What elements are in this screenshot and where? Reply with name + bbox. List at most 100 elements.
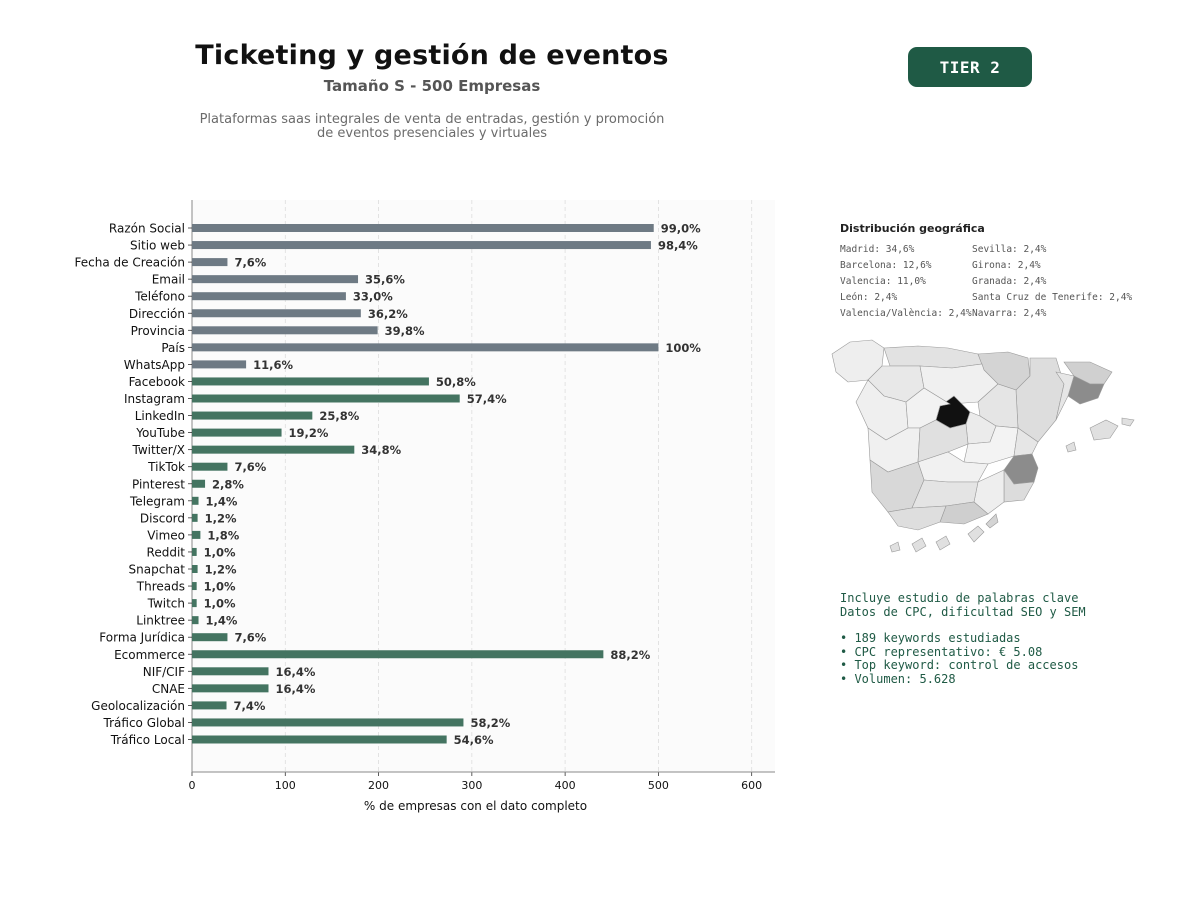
header: Ticketing y gestión de eventos Tamaño S … — [132, 40, 732, 141]
bar — [192, 718, 464, 727]
bar — [192, 633, 228, 642]
map-region-cadiz-malaga — [887, 505, 947, 531]
value-label: 16,4% — [275, 682, 315, 696]
value-label: 36,2% — [368, 307, 408, 321]
bar — [192, 394, 460, 403]
bar — [192, 292, 346, 301]
spain-map — [831, 339, 1135, 553]
bar — [192, 599, 197, 608]
value-label: 25,8% — [319, 409, 359, 423]
bar — [192, 513, 198, 522]
category-label: Sitio web — [130, 239, 185, 253]
bar — [192, 258, 228, 267]
bar — [192, 565, 198, 573]
bar — [192, 377, 429, 386]
page-subtitle: Tamaño S - 500 Empresas — [323, 77, 541, 95]
bar — [192, 479, 206, 488]
bar — [192, 428, 282, 437]
value-label: 33,0% — [353, 290, 393, 304]
value-label: 88,2% — [610, 648, 650, 662]
category-label: LinkedIn — [135, 409, 185, 423]
geo-list: Madrid: 34,6% Sevilla: 2,4% Barcelona: 1… — [840, 244, 1170, 320]
category-label: Twitch — [147, 597, 185, 611]
geo-item: Navarra: 2,4% — [972, 308, 1047, 319]
category-label: Linktree — [136, 614, 185, 628]
keywords-bullet: • Volumen: 5.628 — [840, 671, 956, 686]
bar — [192, 650, 604, 659]
geo-title: Distribución geográfica — [840, 222, 985, 235]
geo-item: Santa Cruz de Tenerife: 2,4% — [972, 292, 1133, 303]
category-label: WhatsApp — [124, 358, 185, 372]
value-label: 1,8% — [207, 528, 239, 542]
category-label: Snapchat — [129, 563, 186, 577]
geo-distribution: Distribución geográfica Madrid: 34,6% Se… — [840, 222, 1170, 320]
category-label: Dirección — [129, 307, 185, 321]
x-tick-label: 400 — [555, 779, 576, 792]
x-tick-label: 500 — [648, 779, 669, 792]
bar — [192, 616, 199, 625]
value-label: 1,2% — [205, 563, 237, 577]
keywords-bullet: • 189 keywords estudiadas — [840, 631, 1021, 645]
category-label: Razón Social — [109, 222, 185, 236]
category-label: Twitter/X — [132, 443, 185, 457]
category-label: YouTube — [135, 426, 185, 440]
keywords-line-2: Datos de CPC, dificultad SEO y SEM — [840, 604, 1086, 619]
category-label: Telegram — [129, 494, 185, 508]
map-region-cantabria — [883, 345, 983, 369]
category-label: Tráfico Global — [103, 716, 185, 730]
category-label: Fecha de Creación — [75, 256, 185, 270]
value-label: 16,4% — [275, 665, 315, 679]
x-tick-label: 200 — [368, 779, 389, 792]
bar — [192, 360, 247, 369]
bar — [192, 241, 651, 250]
geo-item: Valencia: 11,0% — [840, 276, 926, 287]
bar — [192, 582, 197, 591]
tier-badge: TIER 2 — [908, 47, 1032, 87]
value-label: 1,0% — [204, 580, 236, 594]
keywords-bullet: • CPC representativo: € 5.08 — [840, 644, 1043, 659]
category-label: Pinterest — [132, 477, 185, 491]
value-label: 2,8% — [212, 477, 244, 491]
bar — [192, 462, 228, 471]
page-description: Plataformas saas integrales de venta de … — [132, 113, 732, 141]
category-label: TikTok — [147, 460, 185, 474]
value-label: 1,2% — [205, 511, 237, 525]
keywords-line-1: Incluye estudio de palabras clave — [840, 591, 1079, 605]
category-label: Tráfico Local — [110, 733, 185, 747]
keywords-panel: Incluye estudio de palabras clave Datos … — [840, 591, 1180, 686]
geo-item: Madrid: 34,6% — [840, 244, 915, 255]
value-label: 19,2% — [289, 426, 329, 440]
category-label: Facebook — [129, 375, 185, 389]
value-label: 50,8% — [436, 375, 476, 389]
category-label: Email — [152, 273, 185, 287]
map-region-menorca — [1121, 417, 1135, 427]
category-label: NIF/CIF — [143, 665, 185, 679]
bar — [192, 326, 378, 335]
bar — [192, 530, 201, 539]
category-label: País — [161, 341, 185, 355]
category-label: Threads — [136, 580, 185, 594]
map-region-ibiza — [1065, 441, 1077, 453]
value-label: 34,8% — [361, 443, 401, 457]
map-region-canarias-3 — [935, 535, 951, 551]
value-label: 1,0% — [204, 545, 236, 559]
geo-item: León: 2,4% — [840, 292, 898, 303]
value-label: 54,6% — [454, 733, 494, 747]
geo-item: Valencia/València: 2,4% — [840, 308, 972, 319]
x-tick-label: 600 — [741, 779, 762, 792]
bar-chart: 0 100 200 300 400 500 600 Razón Social 99,0% Siti… — [75, 200, 775, 813]
category-label: Geolocalización — [91, 699, 185, 713]
geo-item: Girona: 2,4% — [972, 260, 1041, 271]
map-region-lleida-tarragona — [1055, 371, 1075, 421]
value-label: 1,4% — [206, 494, 238, 508]
value-label: 58,2% — [470, 716, 510, 730]
value-label: 7,4% — [234, 699, 266, 713]
bar — [192, 445, 355, 454]
value-label: 100% — [665, 341, 701, 355]
category-label: Discord — [140, 511, 185, 525]
map-region-mallorca — [1089, 419, 1119, 441]
value-label: 98,4% — [658, 239, 698, 253]
bar — [192, 411, 313, 420]
value-label: 7,6% — [234, 631, 266, 645]
x-axis-title: % de empresas con el dato completo — [364, 799, 587, 813]
